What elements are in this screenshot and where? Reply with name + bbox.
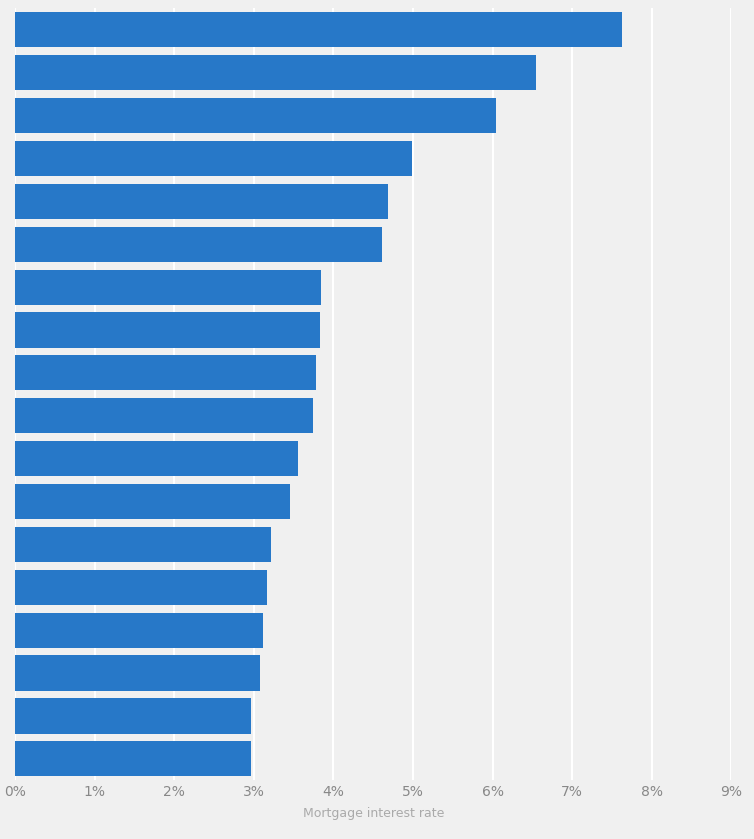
Bar bbox=[15, 13, 621, 48]
Bar bbox=[15, 55, 535, 91]
Bar bbox=[15, 570, 268, 605]
Bar bbox=[15, 441, 298, 477]
X-axis label: Mortgage interest rate: Mortgage interest rate bbox=[302, 807, 444, 821]
Bar bbox=[15, 655, 260, 690]
Bar bbox=[15, 141, 412, 176]
Bar bbox=[15, 399, 313, 434]
Bar bbox=[15, 98, 496, 133]
Bar bbox=[15, 312, 320, 347]
Bar bbox=[15, 227, 382, 262]
Bar bbox=[15, 184, 388, 219]
Bar bbox=[15, 741, 250, 776]
Bar bbox=[15, 484, 290, 519]
Bar bbox=[15, 612, 262, 648]
Bar bbox=[15, 698, 250, 733]
Bar bbox=[15, 269, 321, 305]
Bar bbox=[15, 355, 316, 390]
Bar bbox=[15, 527, 271, 562]
